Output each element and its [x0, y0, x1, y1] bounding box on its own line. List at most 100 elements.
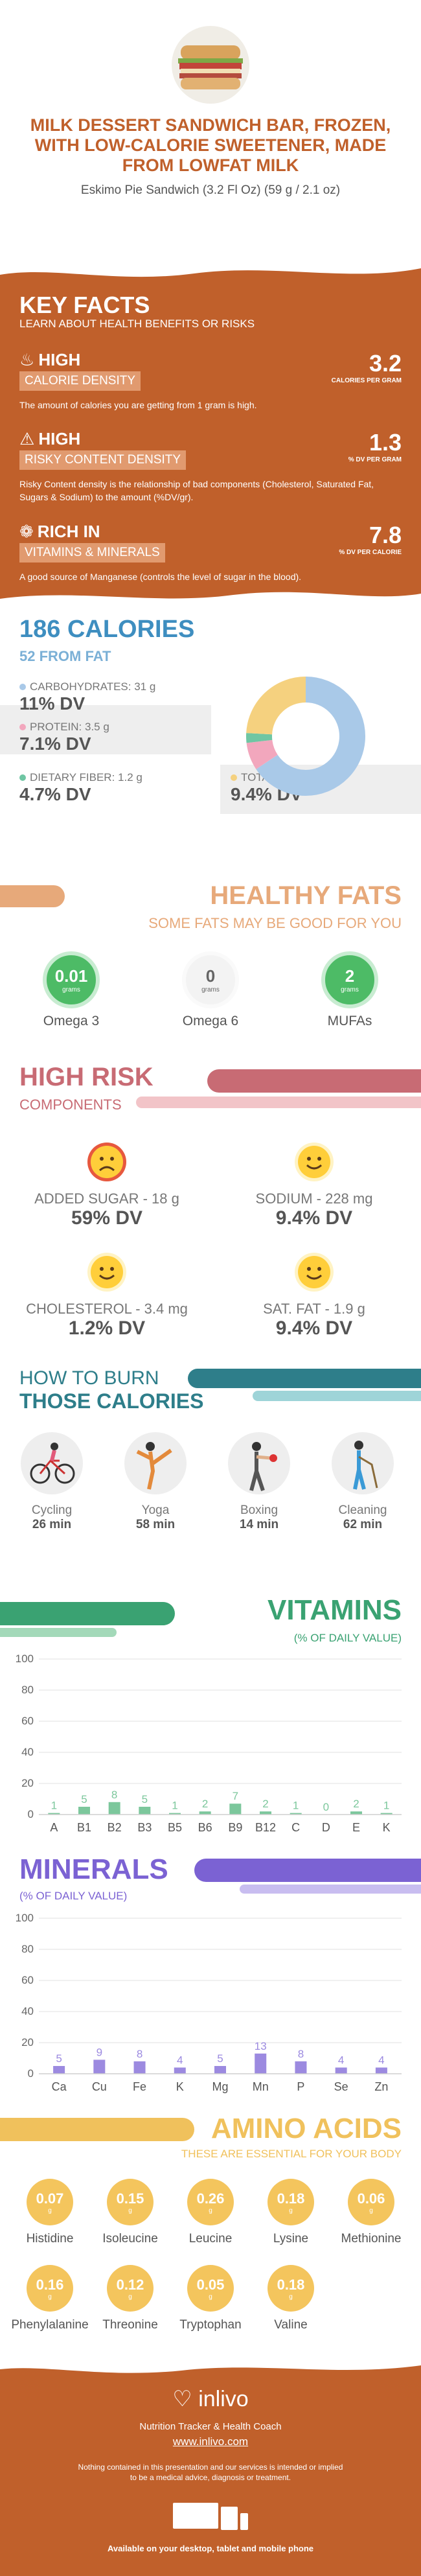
- fat-mufas: 2 grams MUFAs: [311, 951, 389, 1029]
- key-fact-value: 7.8: [369, 522, 402, 548]
- vitamin-data-label: 8: [111, 1789, 117, 1801]
- vitamin-bar: [380, 1813, 393, 1815]
- amino-value: 0.12: [116, 2276, 144, 2293]
- amino-name: Histidine: [26, 2232, 74, 2245]
- fat-value: 0: [205, 966, 216, 986]
- key-fact-desc: Risky Content density is the relationshi…: [19, 479, 374, 502]
- decorative-stripe: [207, 1069, 421, 1093]
- key-fact-unit: CALORIES PER GRAM: [331, 377, 402, 384]
- mineral-xtick: Cu: [92, 2080, 107, 2093]
- vitamin-xtick: C: [291, 1821, 300, 1834]
- brand-tagline: Nutrition Tracker & Health Coach: [139, 2421, 282, 2432]
- amino-unit: g: [48, 2293, 52, 2301]
- mineral-data-label: 5: [56, 2052, 62, 2065]
- fiber-dot: [19, 774, 26, 781]
- amino-title: AMINO ACIDS: [210, 2113, 402, 2144]
- key-fact-calorie-density: ♨ HIGH CALORIE DENSITY The amount of calo…: [19, 350, 402, 412]
- protein-stat: PROTEIN: 3.5 g 7.1% DV: [19, 721, 109, 754]
- vitamin-xtick: D: [322, 1821, 330, 1834]
- high-risk-section: HIGH RISK COMPONENTS ADDED SUGAR - 18 g …: [0, 1056, 421, 1361]
- website-link[interactable]: www.inlivo.com: [172, 2435, 249, 2448]
- activity-name: Boxing: [240, 1503, 279, 1517]
- risk-label: ADDED SUGAR - 18 g: [34, 1190, 179, 1207]
- wave-top-decoration: [0, 259, 421, 277]
- key-fact-value: 1.3: [369, 429, 402, 456]
- minerals-section: MINERALS (% OF DAILY VALUE) 0 20 40 60 80 100…: [0, 1847, 421, 2106]
- vitamin-ytick: 100: [16, 1653, 34, 1665]
- row-highlight: [0, 705, 211, 754]
- mineral-bar: [335, 2067, 347, 2074]
- brand-logo[interactable]: ♡ inlivo: [0, 2386, 421, 2412]
- leaf-icon: ❁: [19, 522, 34, 541]
- amino-value: 0.16: [36, 2276, 64, 2293]
- carbs-value: 11% DV: [19, 693, 85, 714]
- risk-title: HIGH RISK: [19, 1063, 154, 1091]
- key-fact-label: CALORIE DENSITY: [19, 371, 141, 391]
- fat-unit: grams: [201, 986, 220, 993]
- happy-face-icon: [295, 1143, 334, 1181]
- vitamin-xtick: B1: [77, 1821, 91, 1834]
- vitamin-bar: [48, 1813, 60, 1815]
- vitamin-xtick: B12: [255, 1821, 276, 1834]
- key-fact-unit: % DV PER CALORIE: [339, 549, 402, 556]
- mineral-xtick: K: [176, 2080, 184, 2093]
- amino-name: Threonine: [102, 2318, 158, 2332]
- amino-value: 0.26: [196, 2190, 225, 2207]
- amino-acids-section: AMINO ACIDS THESE ARE ESSENTIAL FOR YOUR…: [0, 2106, 421, 2359]
- amino-unit: g: [209, 2207, 212, 2214]
- risk-subtitle: COMPONENTS: [19, 1097, 122, 1113]
- wave-bottom-decoration: [0, 592, 421, 609]
- vitamin-ytick: 60: [21, 1715, 34, 1727]
- protein-dot: [19, 724, 26, 730]
- donut-fat-slice: [246, 677, 365, 796]
- footer-section: ♡ inlivo Nutrition Tracker & Health Coac…: [0, 2359, 421, 2576]
- flame-icon: ♨: [19, 350, 35, 369]
- amino-unit: g: [48, 2207, 52, 2214]
- decorative-stripe: [194, 1859, 421, 1882]
- risk-label: SAT. FAT - 1.9 g: [263, 1301, 365, 1317]
- fats-subtitle: SOME FATS MAY BE GOOD FOR YOU: [148, 915, 402, 931]
- risk-value: 9.4% DV: [275, 1207, 353, 1229]
- vitamin-data-label: 2: [262, 1798, 268, 1810]
- amino-name: Lysine: [273, 2232, 309, 2245]
- vitamins-title: VITAMINS: [267, 1594, 402, 1626]
- vitamin-ytick: 20: [21, 1777, 34, 1789]
- vitamin-data-label: 5: [81, 1793, 87, 1805]
- key-fact-unit: % DV PER GRAM: [348, 456, 402, 463]
- vitamin-bar: [108, 1802, 120, 1815]
- mineral-bar: [133, 2061, 146, 2074]
- vitamin-xtick: A: [50, 1821, 58, 1834]
- vitamin-ytick: 40: [21, 1746, 34, 1758]
- fat-name: Omega 3: [43, 1014, 100, 1028]
- decorative-stripe: [0, 1602, 175, 1625]
- amino-tryptophan: 0.05 g Tryptophan: [170, 2265, 251, 2332]
- amino-name: Valine: [274, 2318, 308, 2332]
- vitamin-ytick: 0: [28, 1808, 34, 1820]
- minerals-bar-chart: 0 20 40 60 80 100 5 Ca 9 Cu 8 Fe 4 K 5 Mg 13 Mn 8 P 4 Se 4 Zn: [16, 1912, 402, 2093]
- vitamins-bar-chart: 0 20 40 60 80 100 1 A 5 B1 8 B2 5 B3 1 B5 2 B6 7 B9 2 B12 1 C 0 D…: [16, 1653, 402, 1834]
- mineral-data-label: 8: [137, 2048, 142, 2060]
- risk-cholesterol: CHOLESTEROL - 3.4 mg 1.2% DV: [10, 1251, 204, 1340]
- amino-valine: 0.18 g Valine: [251, 2265, 331, 2332]
- decorative-stripe: [0, 885, 65, 907]
- burn-section: HOW TO BURN THOSE CALORIES Cycling 26 mi…: [0, 1361, 421, 1594]
- vitamin-xtick: B9: [228, 1821, 242, 1834]
- carbs-label: CARBOHYDRATES: 31 g: [30, 680, 156, 693]
- amino-unit: g: [128, 2207, 132, 2214]
- fiber-value: 4.7% DV: [19, 784, 91, 804]
- vitamin-xtick: E: [352, 1821, 360, 1834]
- risk-label: SODIUM - 228 mg: [255, 1190, 373, 1207]
- cycling-icon: [30, 1443, 75, 1484]
- devices-availability: Available on your desktop, tablet and mo…: [107, 2544, 314, 2553]
- warning-icon: ⚠: [19, 429, 35, 448]
- burn-title: HOW TO BURN: [19, 1367, 159, 1389]
- decorative-stripe: [188, 1369, 421, 1388]
- vitamins-section: VITAMINS (% OF DAILY VALUE) 0 20 40 60 80 100…: [0, 1594, 421, 1847]
- amino-unit: g: [369, 2207, 373, 2214]
- page-subtitle: Eskimo Pie Sandwich (3.2 Fl Oz) (59 g / …: [80, 183, 341, 197]
- fat-unit: grams: [341, 986, 359, 993]
- fats-title: HEALTHY FATS: [210, 881, 402, 910]
- key-fact-level: RICH IN: [37, 522, 100, 541]
- amino-threonine: 0.12 g Threonine: [90, 2265, 170, 2332]
- amino-unit: g: [128, 2293, 132, 2301]
